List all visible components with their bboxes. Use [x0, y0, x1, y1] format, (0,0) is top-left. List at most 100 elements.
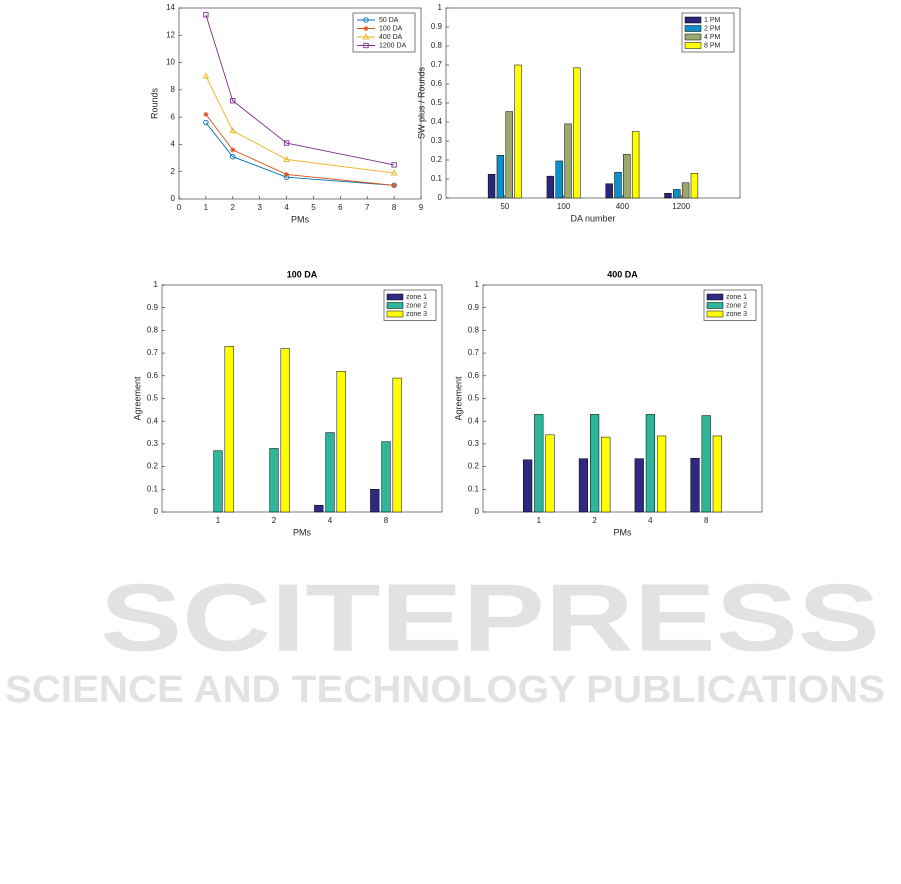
chart-title: 400 DA	[607, 269, 638, 279]
y-tick-label: 1	[154, 280, 159, 289]
y-tick-label: 0.9	[147, 303, 159, 312]
bar	[690, 457, 700, 513]
x-tick-label: 1	[537, 516, 542, 525]
marker	[284, 171, 290, 177]
legend-label: 8 PM	[704, 42, 721, 49]
marker	[230, 98, 236, 104]
bar	[664, 193, 672, 199]
bar	[564, 123, 572, 199]
bar	[623, 154, 631, 199]
y-tick-label: 0	[438, 193, 443, 202]
bar	[336, 371, 346, 513]
y-tick-label: 0.3	[147, 439, 159, 448]
bar	[605, 183, 613, 199]
y-tick-label: 0.6	[147, 371, 159, 380]
x-tick-label: 9	[419, 203, 424, 212]
y-tick-label: 0.9	[468, 303, 480, 312]
marker	[203, 12, 209, 18]
y-tick-label: 0.8	[147, 326, 159, 335]
series-line	[205, 122, 395, 186]
bar	[690, 173, 699, 199]
y-tick-label: 1	[475, 280, 480, 289]
y-tick-label: 0.1	[468, 484, 480, 493]
y-tick-label: 0.5	[147, 394, 159, 403]
bar	[601, 436, 611, 513]
bar	[555, 160, 563, 199]
marker	[363, 26, 369, 31]
x-tick-label: 0	[177, 203, 182, 212]
y-tick-label: 0.5	[431, 98, 443, 107]
legend-label: 400 DA	[379, 34, 403, 41]
legend-swatch	[684, 16, 702, 24]
legend-swatch	[706, 293, 724, 301]
x-tick-label: 7	[365, 203, 370, 212]
x-tick-label: 8	[704, 516, 709, 525]
legend-label: 100 DA	[379, 25, 403, 32]
x-tick-label: 1200	[672, 202, 690, 211]
marker	[363, 42, 369, 49]
bar	[224, 346, 234, 513]
y-tick-label: 10	[166, 58, 175, 67]
y-tick-label: 0.2	[147, 462, 159, 471]
y-tick-label: 0.1	[431, 174, 443, 183]
watermark-title: SCITEPRESS	[100, 564, 880, 671]
y-tick-label: 0.8	[468, 326, 480, 335]
bar	[712, 435, 722, 513]
marker	[391, 182, 397, 188]
y-tick-label: 0	[154, 507, 159, 516]
legend-swatch	[386, 293, 404, 301]
x-axis-label: PMs	[291, 214, 310, 224]
legend-label: zone 2	[726, 302, 747, 309]
bar	[213, 450, 223, 513]
x-axis-label: PMs	[293, 527, 312, 537]
marker	[283, 155, 290, 162]
bar	[546, 175, 555, 199]
series-line	[205, 14, 395, 166]
x-tick-label: 400	[616, 202, 630, 211]
bar	[381, 441, 391, 513]
bar	[634, 458, 644, 513]
legend-swatch	[386, 302, 404, 309]
y-tick-label: 0.3	[431, 136, 443, 145]
y-tick-label: 0	[475, 507, 480, 516]
legend-label: 1 PM	[704, 17, 721, 24]
marker	[363, 17, 369, 23]
y-tick-label: 12	[166, 30, 175, 39]
x-tick-label: 5	[311, 203, 316, 212]
bar	[280, 348, 290, 513]
legend-label: zone 3	[406, 311, 427, 318]
x-tick-label: 1	[204, 203, 209, 212]
legend-label: zone 1	[726, 294, 747, 301]
y-tick-label: 0.5	[468, 394, 480, 403]
marker	[229, 127, 237, 134]
legend-label: zone 2	[406, 302, 427, 309]
bar	[392, 377, 402, 513]
bar	[589, 414, 600, 513]
y-tick-label: 2	[171, 167, 176, 176]
y-tick-label: 0.8	[431, 41, 443, 50]
chart-title: 100 DA	[287, 269, 318, 279]
y-tick-label: 0.4	[468, 416, 480, 425]
x-tick-label: 50	[500, 202, 509, 211]
legend-swatch	[706, 310, 724, 318]
y-tick-label: 6	[171, 112, 176, 121]
legend-label: zone 3	[726, 311, 747, 318]
x-tick-label: 4	[284, 203, 289, 212]
marker	[230, 147, 236, 153]
bar	[645, 414, 656, 513]
y-tick-label: 14	[166, 3, 175, 12]
bar	[487, 174, 496, 199]
legend-label: 4 PM	[704, 34, 721, 41]
bar	[514, 64, 522, 199]
y-axis-label: SW plus / Rounds	[416, 66, 426, 139]
y-tick-label: 0.1	[147, 484, 159, 493]
x-tick-label: 2	[231, 203, 236, 212]
x-tick-label: 8	[392, 203, 397, 212]
x-tick-label: 3	[257, 203, 262, 212]
bar	[656, 435, 667, 513]
x-tick-label: 4	[648, 516, 653, 525]
marker	[391, 162, 397, 168]
bar	[496, 155, 505, 199]
